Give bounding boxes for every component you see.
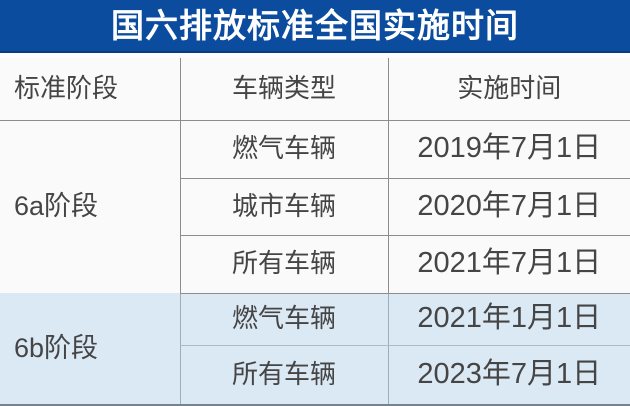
- date-cell: 2021年1月1日: [387, 293, 630, 346]
- column-header-vehicle-type: 车辆类型: [179, 58, 388, 121]
- table-row: 城市车辆 2020年7月1日: [0, 178, 630, 236]
- table-row: 所有车辆 2023年7月1日: [0, 345, 630, 405]
- date-cell: 2019年7月1日: [387, 120, 630, 179]
- stage-cell-6b: 6b阶段: [0, 293, 180, 405]
- column-header-stage: 标准阶段: [0, 58, 180, 121]
- title-bar: 国六排放标准全国实施时间: [0, 0, 630, 53]
- vehicle-cell: 所有车辆: [179, 235, 388, 294]
- stage-cell-6a: 6a阶段: [0, 120, 180, 293]
- table-row: 6b阶段 燃气车辆 2021年1月1日: [0, 293, 630, 405]
- vehicle-cell: 所有车辆: [179, 345, 388, 405]
- header-row: 标准阶段 车辆类型 实施时间: [0, 58, 630, 121]
- date-cell: 2021年7月1日: [387, 235, 630, 294]
- vehicle-cell: 燃气车辆: [179, 120, 388, 179]
- column-header-date: 实施时间: [387, 58, 630, 121]
- table-row: 所有车辆 2021年7月1日: [0, 235, 630, 294]
- vehicle-cell: 城市车辆: [179, 178, 388, 236]
- table-row: 6a阶段 燃气车辆 2019年7月1日: [0, 120, 630, 293]
- vehicle-cell: 燃气车辆: [179, 293, 388, 346]
- date-cell: 2020年7月1日: [387, 178, 630, 236]
- page-title: 国六排放标准全国实施时间: [111, 7, 519, 44]
- emissions-schedule-table: 标准阶段 车辆类型 实施时间 6a阶段 燃气车辆 2019年7月1日 城市车辆 …: [0, 58, 630, 406]
- date-cell: 2023年7月1日: [387, 345, 630, 405]
